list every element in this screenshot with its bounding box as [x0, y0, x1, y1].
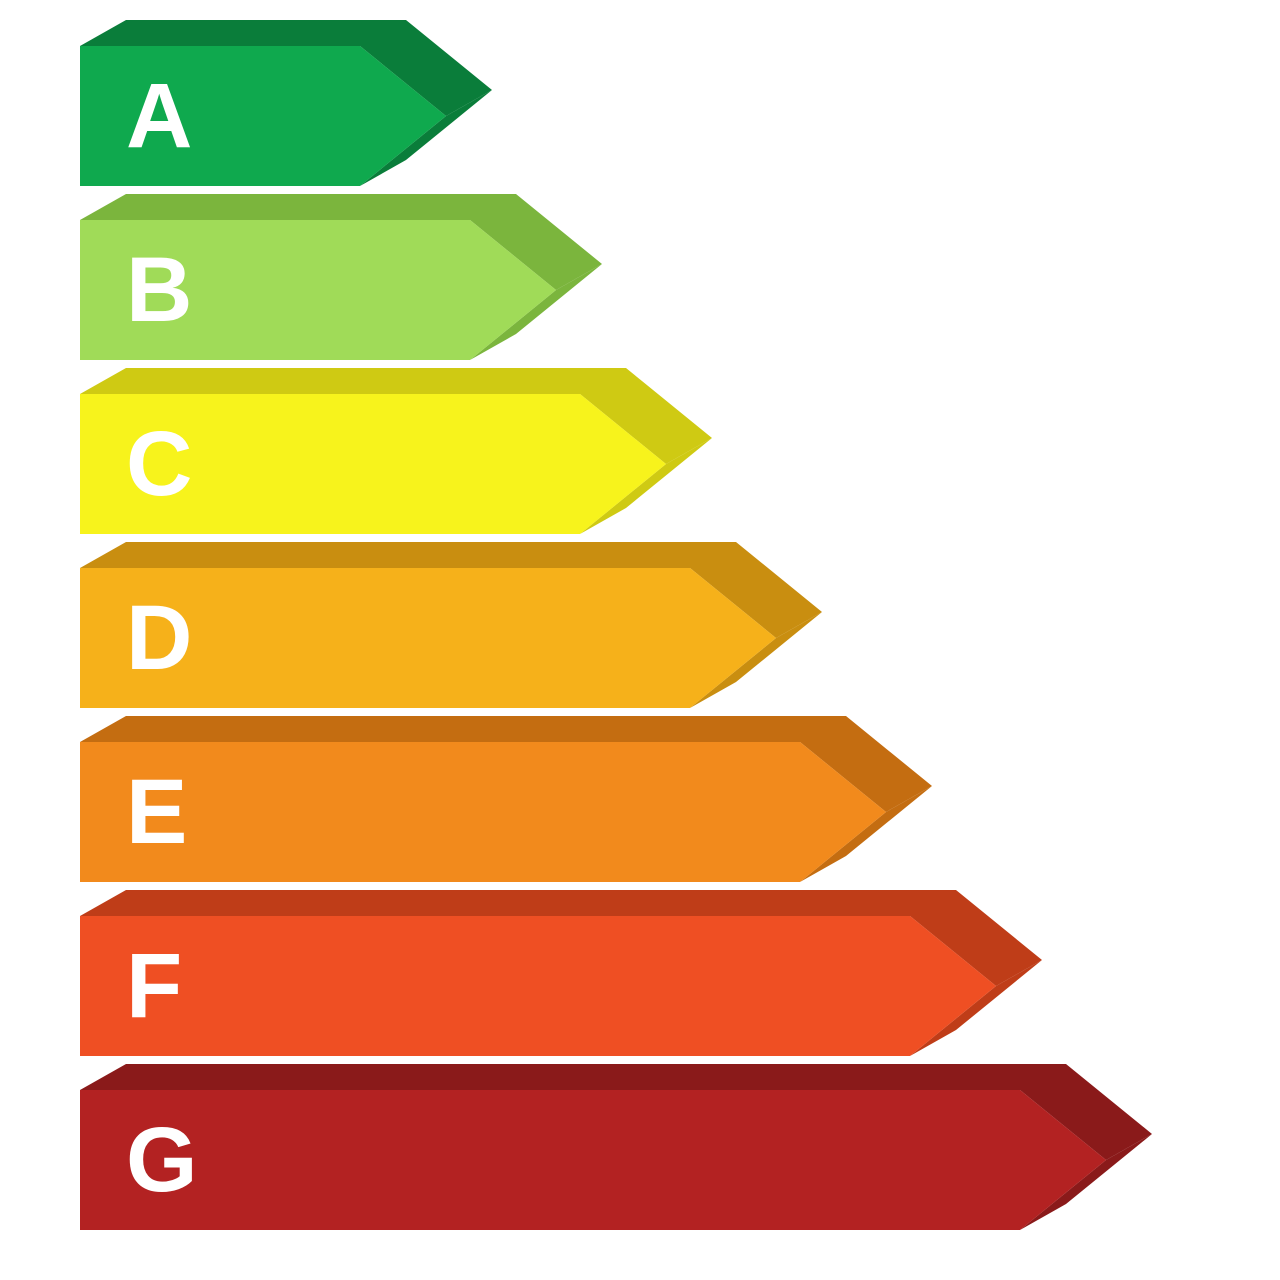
bar-front-face — [80, 916, 996, 1056]
rating-label-e: E — [126, 761, 187, 863]
rating-label-f: F — [126, 935, 182, 1037]
rating-label-c: C — [126, 413, 192, 515]
bar-front-face — [80, 742, 886, 882]
rating-bar-f: F — [80, 890, 1042, 1056]
bar-front-face — [80, 1090, 1106, 1230]
energy-rating-chart: ABCDEFG — [0, 0, 1280, 1280]
rating-bar-c: C — [80, 368, 712, 534]
rating-label-a: A — [126, 65, 192, 167]
rating-bar-d: D — [80, 542, 822, 708]
rating-label-g: G — [126, 1109, 198, 1211]
rating-label-d: D — [126, 587, 192, 689]
rating-bar-g: G — [80, 1064, 1152, 1230]
rating-label-b: B — [126, 239, 192, 341]
rating-bar-e: E — [80, 716, 932, 882]
